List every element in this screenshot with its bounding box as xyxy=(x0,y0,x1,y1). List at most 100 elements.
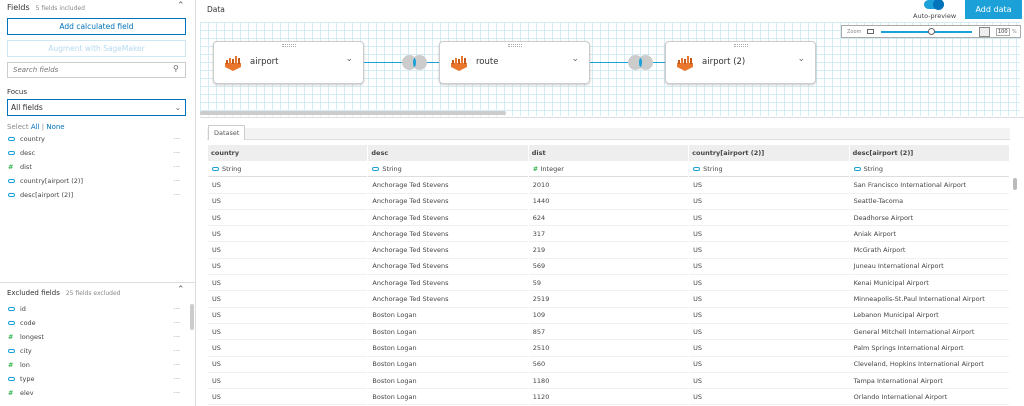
fit-icon[interactable] xyxy=(979,27,990,37)
excluded-count: 25 fields excluded xyxy=(65,290,121,297)
field-item[interactable]: code ··· xyxy=(8,317,184,330)
more-options-icon[interactable]: ··· xyxy=(173,135,180,143)
type-label: Integer xyxy=(540,164,564,173)
join-line xyxy=(590,62,665,63)
field-item[interactable]: city ··· xyxy=(8,345,184,358)
table-cell: US xyxy=(208,324,368,341)
join-icon[interactable] xyxy=(402,55,428,70)
type-label: String xyxy=(703,164,723,173)
data-source-node[interactable]: route ⌄ xyxy=(439,41,590,84)
excluded-scrollbar[interactable] xyxy=(190,304,194,330)
more-options-icon[interactable]: ··· xyxy=(173,305,180,313)
field-item[interactable]: id ··· xyxy=(8,303,184,316)
field-name: code xyxy=(20,319,36,327)
column-type[interactable]: String xyxy=(368,161,528,178)
table-cell: US xyxy=(208,210,368,227)
table-cell: US xyxy=(208,194,368,210)
add-calculated-field-button[interactable]: Add calculated field xyxy=(7,18,186,35)
table-cell: Tampa International Airport xyxy=(849,373,1009,390)
drag-handle-icon[interactable] xyxy=(282,44,296,47)
select-all-link[interactable]: All xyxy=(30,123,40,131)
data-source-node[interactable]: airport ⌄ xyxy=(213,41,364,84)
more-options-icon[interactable]: ··· xyxy=(173,361,180,369)
column-header[interactable]: desc[airport (2)] xyxy=(849,145,1009,161)
field-item[interactable]: desc ··· xyxy=(8,147,184,160)
column-header[interactable]: country[airport (2)] xyxy=(689,145,849,161)
table-cell: US xyxy=(689,242,849,259)
column-header[interactable]: desc xyxy=(368,145,528,161)
table-cell: 2010 xyxy=(528,177,689,194)
number-icon: # xyxy=(532,164,541,173)
zoom-slider-thumb[interactable] xyxy=(928,28,936,35)
table-cell: US xyxy=(208,177,368,194)
more-options-icon[interactable]: ··· xyxy=(173,149,180,157)
field-item[interactable]: # lon ··· xyxy=(8,359,184,372)
table-cell: Kenai Municipal Airport xyxy=(849,275,1009,292)
data-source-node[interactable]: airport (2) ⌄ xyxy=(665,41,816,84)
field-item[interactable]: # dist ··· xyxy=(8,161,184,174)
chevron-down-icon[interactable]: ⌄ xyxy=(345,54,353,64)
join-icon[interactable] xyxy=(628,55,654,70)
chevron-down-icon[interactable]: ⌄ xyxy=(571,54,579,64)
chevron-down-icon[interactable]: ⌄ xyxy=(797,54,805,64)
field-item[interactable]: country[airport (2)] ··· xyxy=(8,175,184,188)
select-none-link[interactable]: None xyxy=(46,123,65,131)
field-item[interactable]: # longest ··· xyxy=(8,331,184,344)
collapse-excluded-icon[interactable]: ⌃ xyxy=(177,285,185,295)
table-cell: Boston Logan xyxy=(368,373,528,390)
number-icon: # xyxy=(8,333,14,341)
table-row: US Boston Logan 560 US Cleveland, Hopkins In… xyxy=(208,357,1009,373)
zoom-slider[interactable] xyxy=(881,31,972,33)
column-type[interactable]: String xyxy=(689,161,849,178)
table-cell: Anchorage Ted Stevens xyxy=(368,291,528,308)
splitter[interactable] xyxy=(200,117,1024,118)
more-options-icon[interactable]: ··· xyxy=(173,375,180,383)
table-cell: Minneapolis-St.Paul International Airpor… xyxy=(849,291,1009,308)
table-cell: Boston Logan xyxy=(368,324,528,341)
more-options-icon[interactable]: ··· xyxy=(173,191,180,199)
more-options-icon[interactable]: ··· xyxy=(173,319,180,327)
table-row: US Boston Logan 857 US General Mitchell Inte… xyxy=(208,324,1009,341)
table-cell: US xyxy=(689,177,849,194)
field-name: dist xyxy=(20,163,32,171)
column-type[interactable]: String xyxy=(208,161,368,178)
table-row: US Anchorage Ted Stevens 59 US Kenai Municip… xyxy=(208,275,1009,292)
collapse-fields-icon[interactable]: ⌃ xyxy=(177,1,185,11)
more-options-icon[interactable]: ··· xyxy=(173,389,180,397)
column-header[interactable]: dist xyxy=(528,145,689,161)
search-fields-input[interactable] xyxy=(7,62,186,78)
more-options-icon[interactable]: ··· xyxy=(173,347,180,355)
field-item[interactable]: # elev ··· xyxy=(8,387,184,400)
field-item[interactable]: country ··· xyxy=(8,133,184,146)
add-data-button[interactable]: Add data xyxy=(965,0,1022,19)
zoom-unit: % xyxy=(1012,29,1017,35)
field-name: longest xyxy=(20,333,44,341)
zoom-out-icon[interactable] xyxy=(867,29,874,34)
drag-handle-icon[interactable] xyxy=(508,44,522,47)
more-options-icon[interactable]: ··· xyxy=(173,333,180,341)
focus-select[interactable]: All fields ⌄ xyxy=(7,99,186,116)
string-icon xyxy=(8,189,20,202)
table-scrollbar[interactable] xyxy=(1013,178,1017,190)
node-label: airport xyxy=(250,57,279,67)
table-cell: Anchorage Ted Stevens xyxy=(368,242,528,259)
string-icon xyxy=(8,373,20,386)
more-options-icon[interactable]: ··· xyxy=(173,163,180,171)
field-item[interactable]: type ··· xyxy=(8,373,184,386)
column-type[interactable]: # Integer xyxy=(528,161,689,178)
zoom-value[interactable]: 100 xyxy=(996,28,1010,36)
column-header[interactable]: country xyxy=(208,145,368,161)
drag-handle-icon[interactable] xyxy=(734,44,748,47)
auto-preview-toggle[interactable] xyxy=(924,0,944,10)
string-icon xyxy=(8,133,20,146)
canvas-scrollbar[interactable] xyxy=(200,111,506,115)
table-cell: US xyxy=(208,226,368,243)
table-cell: US xyxy=(689,275,849,292)
more-options-icon[interactable]: ··· xyxy=(173,177,180,185)
zoom-label: Zoom xyxy=(847,29,862,35)
column-type[interactable]: String xyxy=(849,161,1009,178)
augment-sagemaker-button[interactable]: Augment with SageMaker xyxy=(7,40,186,57)
field-item[interactable]: desc[airport (2)] ··· xyxy=(8,189,184,202)
tab-dataset[interactable]: Dataset xyxy=(208,125,246,140)
table-cell: 109 xyxy=(528,308,689,324)
